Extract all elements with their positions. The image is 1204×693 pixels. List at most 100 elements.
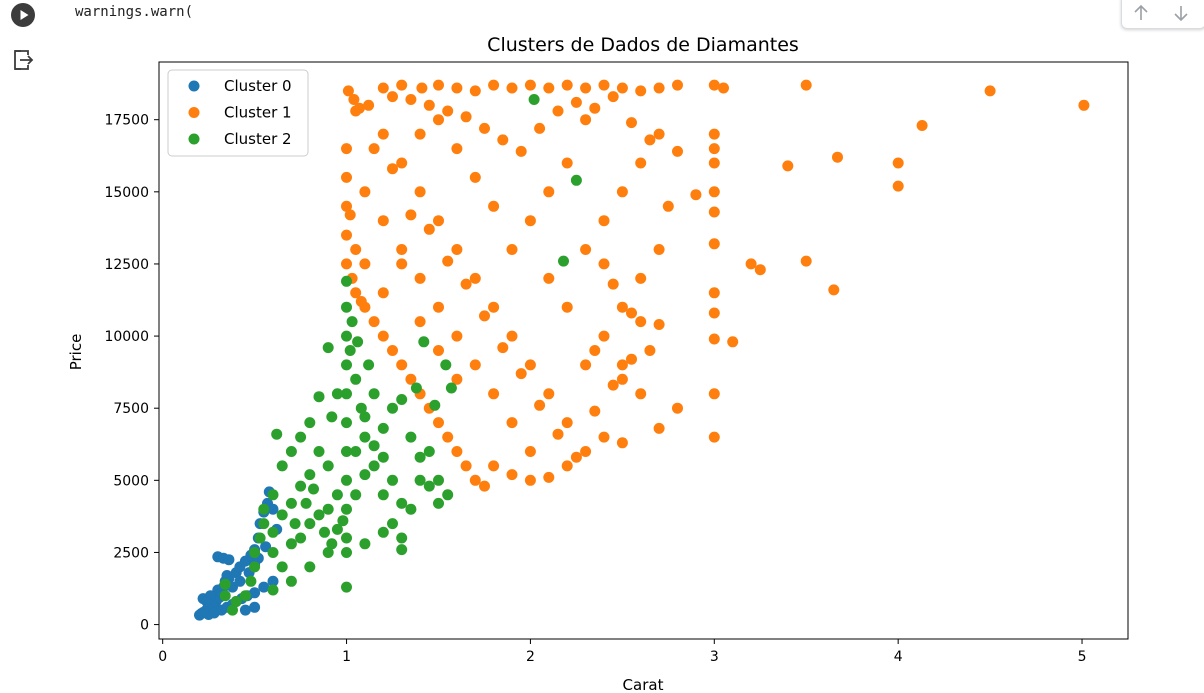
data-point — [800, 79, 812, 91]
data-point — [377, 422, 389, 434]
data-point — [782, 160, 794, 172]
data-point — [326, 411, 338, 423]
data-point — [396, 544, 408, 556]
data-point — [433, 114, 444, 126]
data-point — [479, 122, 490, 134]
data-point — [534, 399, 546, 411]
data-point — [234, 575, 246, 587]
data-point — [506, 82, 518, 94]
data-point — [653, 128, 665, 140]
data-point — [451, 330, 463, 342]
data-point — [350, 244, 362, 255]
data-point — [276, 561, 288, 573]
data-point — [984, 85, 996, 97]
data-point — [377, 451, 389, 463]
data-point — [344, 345, 356, 356]
run-cell-button[interactable] — [11, 3, 35, 27]
data-point — [433, 345, 444, 356]
data-point — [433, 79, 444, 91]
data-point — [348, 94, 360, 105]
series-1 — [341, 79, 1090, 492]
data-point — [543, 82, 555, 94]
data-point — [916, 120, 928, 131]
data-point — [289, 518, 301, 530]
legend-marker — [188, 80, 200, 92]
data-point — [227, 604, 238, 616]
data-point — [271, 428, 283, 440]
data-point — [433, 215, 444, 227]
x-tick-label: 2 — [526, 649, 535, 665]
data-point — [469, 171, 481, 183]
data-point — [313, 446, 325, 457]
data-point — [616, 359, 628, 371]
data-point — [414, 186, 426, 198]
arrow-up-icon[interactable] — [1130, 2, 1152, 24]
data-point — [267, 575, 279, 587]
data-point — [708, 79, 720, 91]
data-point — [267, 584, 279, 596]
data-point — [319, 526, 330, 538]
data-point — [355, 402, 367, 414]
y-tick-label: 0 — [140, 618, 149, 634]
data-point — [469, 474, 481, 486]
data-point — [219, 590, 231, 602]
data-point — [346, 316, 358, 328]
data-point — [708, 143, 720, 155]
data-point — [708, 388, 720, 400]
data-point — [396, 532, 408, 544]
data-point — [653, 244, 665, 255]
data-point — [598, 79, 610, 91]
data-point — [249, 547, 261, 558]
data-point — [313, 391, 325, 403]
x-tick-label: 3 — [710, 649, 719, 665]
data-point — [285, 538, 297, 550]
series-2 — [219, 94, 582, 616]
data-point — [718, 82, 729, 94]
data-point — [341, 446, 352, 457]
data-point — [469, 272, 481, 284]
x-tick-label: 4 — [894, 649, 903, 665]
data-point — [368, 460, 380, 472]
data-point — [561, 301, 573, 313]
data-point — [387, 345, 398, 356]
data-point — [414, 316, 426, 328]
data-point — [341, 200, 352, 212]
output-exit-icon[interactable] — [12, 49, 36, 71]
data-point — [892, 157, 904, 169]
data-point — [201, 596, 213, 607]
data-point — [396, 394, 408, 405]
data-point — [387, 474, 398, 486]
data-point — [249, 561, 261, 573]
legend-label: Cluster 1 — [224, 104, 292, 122]
data-point — [396, 359, 408, 371]
cell-toolbar — [1121, 0, 1204, 29]
data-point — [396, 244, 408, 255]
data-point — [377, 82, 389, 94]
data-point — [239, 590, 251, 602]
data-point — [341, 330, 352, 342]
data-point — [377, 526, 389, 538]
data-point — [626, 353, 637, 365]
data-point — [708, 238, 720, 250]
arrow-down-icon[interactable] — [1170, 2, 1192, 24]
data-point — [245, 575, 257, 587]
x-tick-label: 0 — [158, 649, 167, 665]
data-point — [377, 489, 389, 501]
data-point — [267, 547, 279, 558]
data-point — [561, 417, 573, 429]
data-point — [607, 91, 619, 103]
data-point — [359, 469, 371, 481]
data-point — [524, 474, 536, 486]
data-point — [708, 287, 720, 299]
data-point — [267, 526, 279, 538]
data-point — [892, 180, 904, 192]
data-point — [451, 373, 463, 385]
data-point — [295, 532, 307, 544]
data-point — [414, 474, 426, 486]
data-point — [524, 446, 536, 457]
data-point — [488, 388, 500, 400]
data-point — [653, 319, 665, 330]
legend-marker — [188, 107, 200, 118]
data-point — [331, 523, 343, 535]
data-point — [708, 307, 720, 319]
